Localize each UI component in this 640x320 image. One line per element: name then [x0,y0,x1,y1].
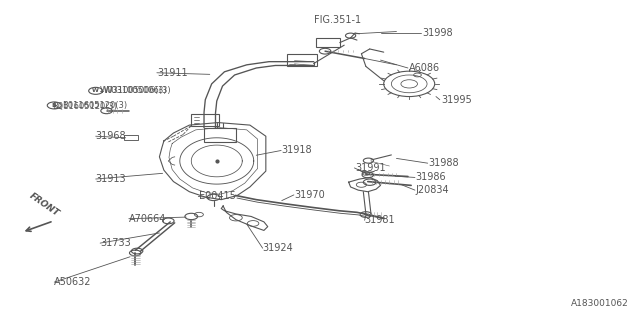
Text: 31986: 31986 [415,172,446,182]
FancyBboxPatch shape [316,38,340,47]
Text: FRONT: FRONT [28,192,61,219]
Text: W: W [92,88,99,93]
Text: B011605120(3): B011605120(3) [52,101,118,111]
Text: 31970: 31970 [294,190,325,200]
Text: 31913: 31913 [96,174,126,184]
Text: 31988: 31988 [428,158,459,168]
Text: 31991: 31991 [355,163,386,173]
FancyBboxPatch shape [204,128,236,142]
FancyBboxPatch shape [124,135,138,140]
Text: W031005006(3): W031005006(3) [100,86,168,95]
Text: FIG.351-1: FIG.351-1 [314,15,361,25]
Text: 31981: 31981 [365,215,396,225]
Text: 31924: 31924 [262,243,293,253]
Text: A50632: A50632 [54,277,92,287]
Text: 31911: 31911 [157,68,188,78]
Text: 31918: 31918 [282,146,312,156]
FancyBboxPatch shape [287,54,317,67]
Text: 31733: 31733 [100,238,131,248]
Text: A183001062: A183001062 [572,300,629,308]
Text: A70664: A70664 [129,214,166,224]
Text: W031005006(3): W031005006(3) [103,86,171,95]
Text: 31968: 31968 [96,131,126,141]
Text: 31998: 31998 [422,28,452,38]
Text: B011605120(3): B011605120(3) [62,101,127,110]
Text: A6086: A6086 [409,63,440,73]
Text: 31995: 31995 [441,95,472,105]
FancyBboxPatch shape [191,114,220,126]
Text: J20834: J20834 [415,185,449,195]
Text: B: B [52,103,57,108]
Text: E00415: E00415 [199,191,236,202]
